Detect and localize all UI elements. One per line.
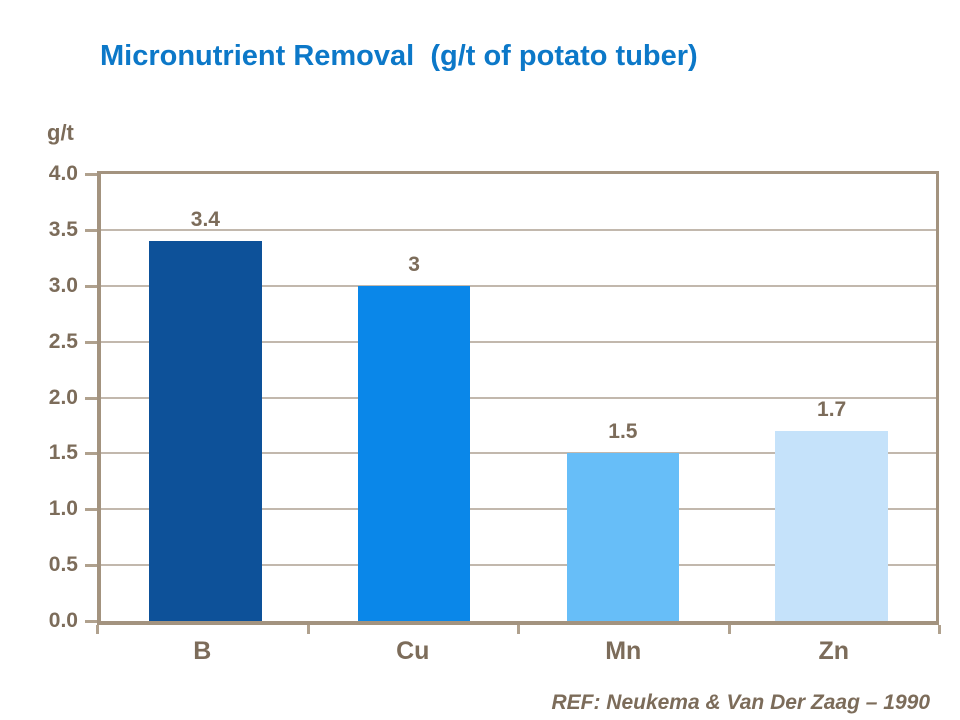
gridline — [101, 396, 936, 399]
bar-Zn — [775, 431, 888, 621]
gridline — [101, 508, 936, 511]
y-tick-mark — [85, 284, 97, 288]
reference-text: REF: Neukema & Van Der Zaag – 1990 — [551, 691, 930, 714]
y-tick-label: 1.0 — [48, 497, 78, 521]
bar-B — [149, 241, 262, 621]
x-tick-mark — [517, 625, 520, 634]
bar-Mn — [566, 453, 680, 621]
y-tick-label: 1.5 — [48, 441, 78, 465]
bar-slot-B: 3.4 — [101, 174, 310, 621]
y-tick-label: 2.0 — [48, 385, 78, 409]
x-category-label-Cu: Cu — [396, 637, 430, 665]
gridline — [101, 564, 936, 567]
gridline — [101, 340, 936, 343]
gridline — [101, 284, 936, 287]
x-category-label-Mn: Mn — [605, 637, 642, 665]
bar-value-label: 3 — [408, 252, 420, 276]
y-tick-mark — [85, 564, 97, 568]
y-tick-mark — [85, 452, 97, 456]
gridline — [101, 228, 936, 231]
x-axis-tick-marks — [96, 625, 941, 635]
x-tick-mark — [96, 625, 99, 634]
x-category-label-B: B — [193, 637, 212, 665]
bar-Cu — [357, 285, 471, 621]
bar-slot-Cu: 3 — [310, 174, 519, 621]
x-tick-mark — [938, 625, 941, 634]
bar-slot-Zn: 1.7 — [727, 174, 936, 621]
bar-value-label: 1.7 — [817, 398, 847, 422]
x-category-label-Zn: Zn — [818, 637, 850, 665]
y-tick-mark — [85, 620, 97, 623]
plot-area: 3.4 3 1.5 1.7 — [97, 171, 939, 625]
y-axis-unit-label: g/t — [47, 120, 74, 145]
y-tick-mark — [85, 173, 97, 176]
y-tick-mark — [85, 508, 97, 512]
y-tick-label: 4.0 — [48, 162, 78, 185]
x-axis-category-labels: B Cu Mn Zn — [97, 637, 939, 667]
x-tick-mark — [727, 625, 731, 634]
page-title: Micronutrient Removal (g/t of potato tub… — [100, 40, 698, 72]
bar-value-label: 3.4 — [190, 208, 220, 232]
bar-slot-Mn: 1.5 — [519, 174, 728, 621]
y-tick-mark — [85, 396, 97, 400]
y-axis-tick-marks — [85, 171, 97, 625]
y-axis-tick-labels: 0.0 0.5 1.0 1.5 2.0 2.5 3.0 3.5 4.0 — [0, 162, 78, 632]
y-tick-label: 2.5 — [48, 329, 78, 353]
y-tick-label: 3.0 — [48, 273, 78, 297]
y-tick-label: 3.5 — [48, 217, 78, 241]
bar-value-label: 1.5 — [608, 420, 638, 444]
gridline — [101, 452, 936, 455]
y-tick-mark — [85, 228, 97, 232]
y-tick-label: 0.0 — [48, 609, 78, 632]
x-tick-mark — [306, 625, 310, 634]
y-tick-mark — [85, 340, 97, 344]
y-tick-label: 0.5 — [48, 553, 78, 577]
